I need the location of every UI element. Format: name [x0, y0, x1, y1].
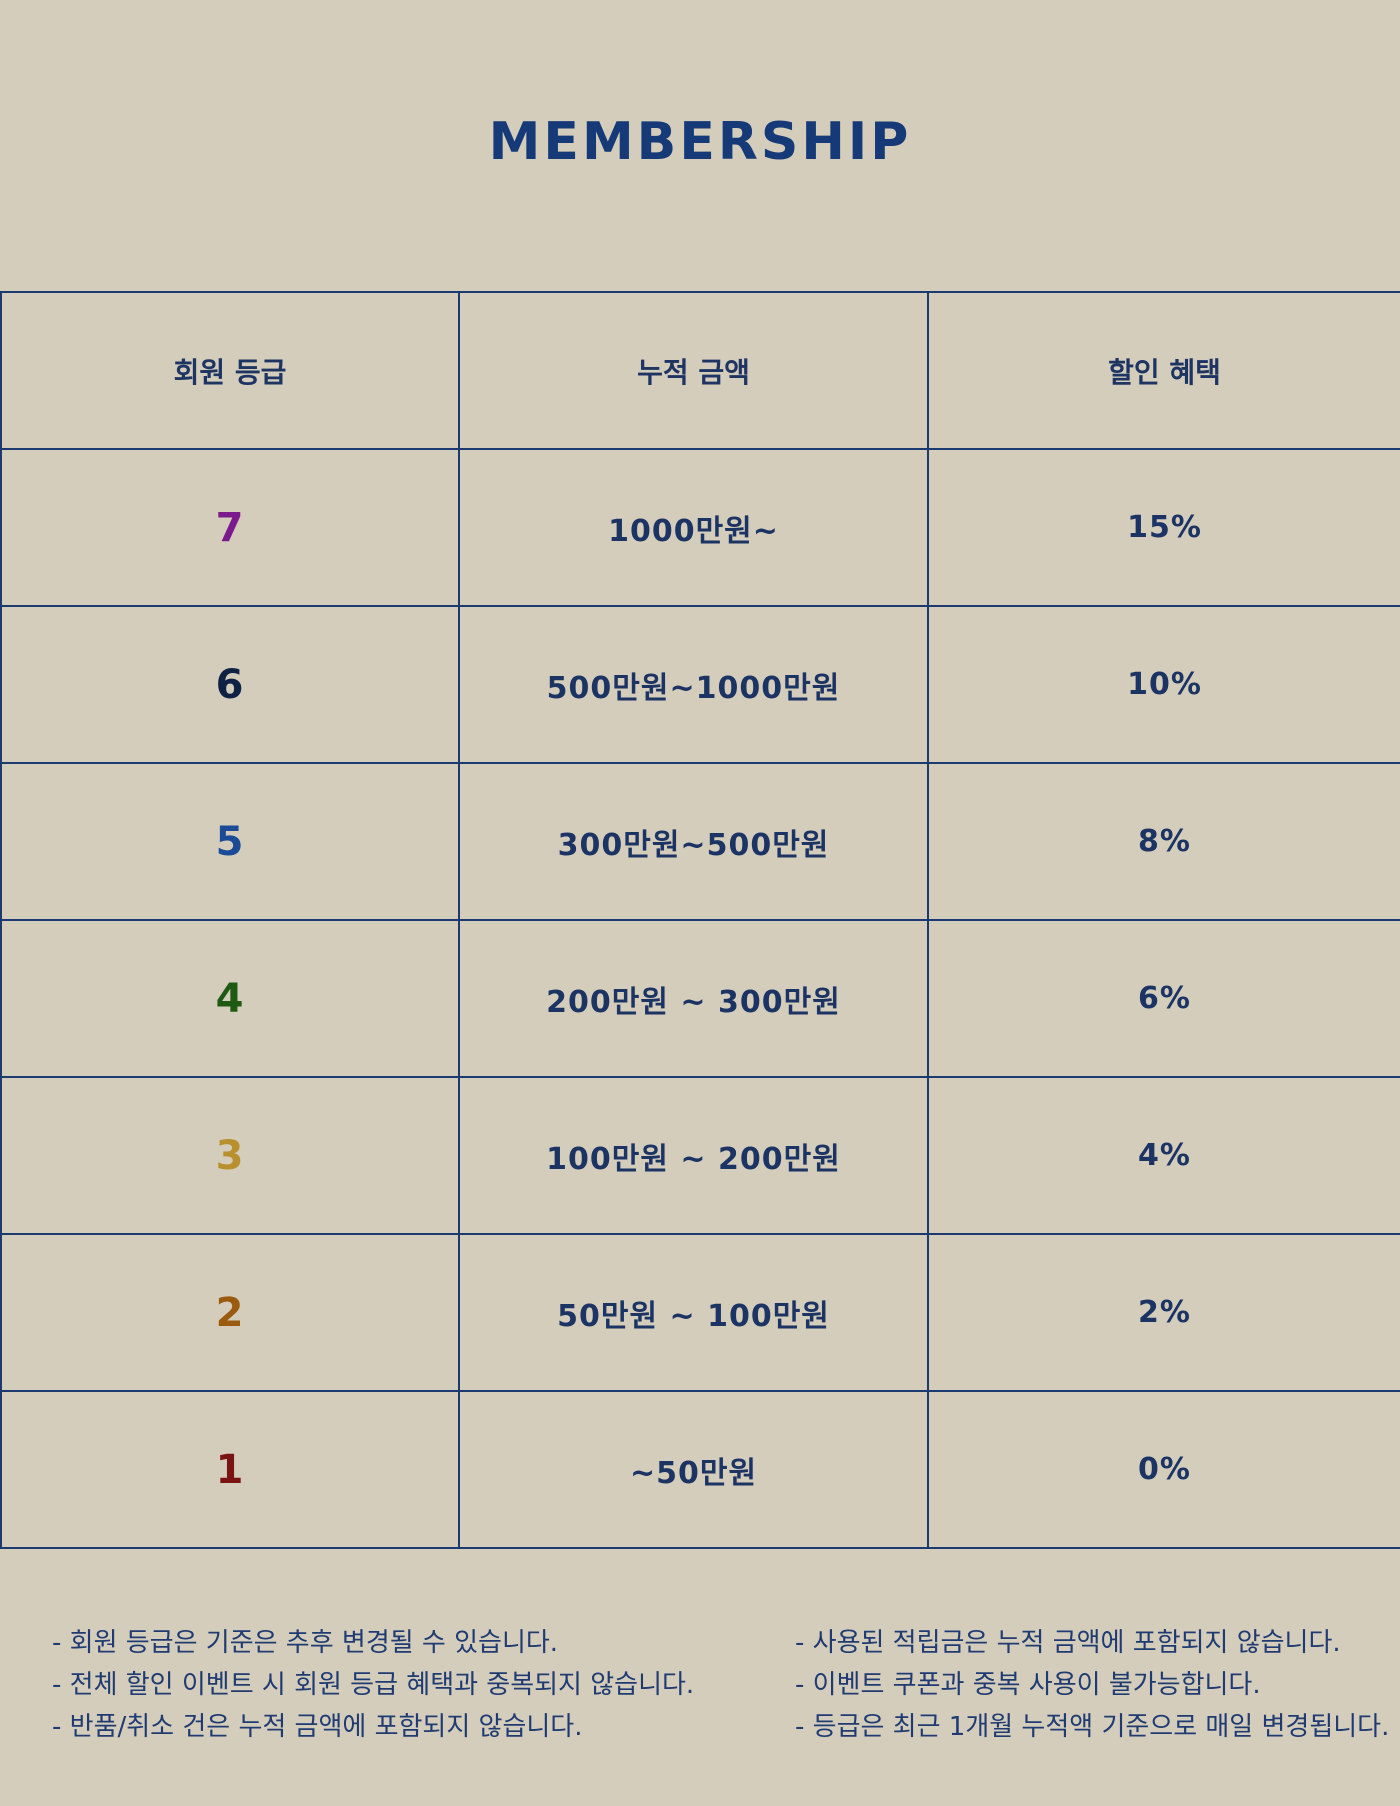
discount-cell: 0% — [927, 1390, 1400, 1549]
discount-cell: 8% — [927, 762, 1400, 921]
discount-cell: 6% — [927, 919, 1400, 1078]
table-row: 1 ~50만원 0% — [0, 1390, 1400, 1549]
page-title: MEMBERSHIP — [488, 112, 912, 172]
discount-cell: 10% — [927, 605, 1400, 764]
note-item: - 등급은 최근 1개월 누적액 기준으로 매일 변경됩니다. — [795, 1712, 1390, 1742]
note-item: - 이벤트 쿠폰과 중복 사용이 불가능합니다. — [795, 1670, 1261, 1700]
grade-cell: 5 — [0, 762, 460, 921]
note-item: - 전체 할인 이벤트 시 회원 등급 혜택과 중복되지 않습니다. — [52, 1670, 695, 1700]
note-item: - 사용된 적립금은 누적 금액에 포함되지 않습니다. — [795, 1628, 1341, 1658]
notes-right: - 사용된 적립금은 누적 금액에 포함되지 않습니다. - 이벤트 쿠폰과 중… — [795, 1622, 1389, 1748]
note-item: - 반품/취소 건은 누적 금액에 포함되지 않습니다. — [52, 1712, 583, 1742]
header-discount: 할인 혜택 — [927, 291, 1400, 450]
table-row: 4 200만원 ~ 300만원 6% — [0, 919, 1400, 1078]
grade-cell: 6 — [0, 605, 460, 764]
header-grade: 회원 등급 — [0, 291, 460, 450]
grade-cell: 7 — [0, 448, 460, 607]
table-row: 3 100만원 ~ 200만원 4% — [0, 1076, 1400, 1235]
amount-cell: 1000만원~ — [458, 448, 929, 607]
grade-cell: 4 — [0, 919, 460, 1078]
discount-cell: 15% — [927, 448, 1400, 607]
table-header-row: 회원 등급 누적 금액 할인 혜택 — [0, 291, 1400, 450]
notes-left: - 회원 등급은 기준은 추후 변경될 수 있습니다. - 전체 할인 이벤트 … — [52, 1622, 694, 1748]
table-row: 7 1000만원~ 15% — [0, 448, 1400, 607]
grade-cell: 2 — [0, 1233, 460, 1392]
amount-cell: 100만원 ~ 200만원 — [458, 1076, 929, 1235]
amount-cell: ~50만원 — [458, 1390, 929, 1549]
amount-cell: 300만원~500만원 — [458, 762, 929, 921]
grade-cell: 3 — [0, 1076, 460, 1235]
grade-cell: 1 — [0, 1390, 460, 1549]
membership-table: 회원 등급 누적 금액 할인 혜택 7 1000만원~ 15% 6 500만원~… — [0, 291, 1400, 1549]
discount-cell: 2% — [927, 1233, 1400, 1392]
discount-cell: 4% — [927, 1076, 1400, 1235]
table-row: 6 500만원~1000만원 10% — [0, 605, 1400, 764]
amount-cell: 500만원~1000만원 — [458, 605, 929, 764]
header-amount: 누적 금액 — [458, 291, 929, 450]
amount-cell: 50만원 ~ 100만원 — [458, 1233, 929, 1392]
note-item: - 회원 등급은 기준은 추후 변경될 수 있습니다. — [52, 1628, 559, 1658]
table-row: 2 50만원 ~ 100만원 2% — [0, 1233, 1400, 1392]
amount-cell: 200만원 ~ 300만원 — [458, 919, 929, 1078]
table-row: 5 300만원~500만원 8% — [0, 762, 1400, 921]
